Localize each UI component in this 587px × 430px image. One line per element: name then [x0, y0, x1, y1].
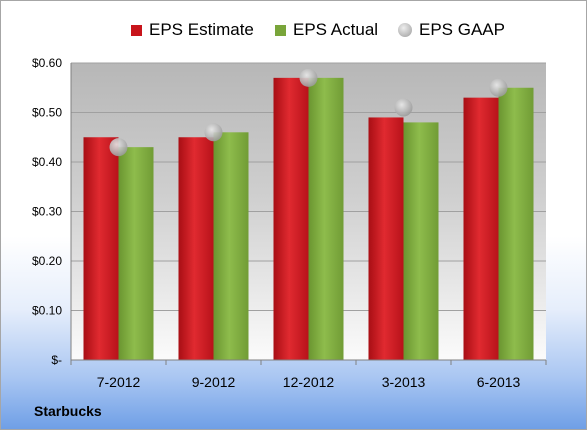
bar-eps-estimate [273, 77, 309, 360]
legend-swatch-eps-estimate [131, 24, 142, 36]
legend-label-eps-actual: EPS Actual [293, 20, 379, 39]
y-tick-label: $0.50 [32, 106, 62, 120]
legend-label-eps-estimate: EPS Estimate [149, 20, 254, 39]
y-tick-label: $0.60 [32, 56, 62, 70]
bar-eps-actual [498, 87, 534, 360]
bar-eps-estimate [178, 137, 214, 360]
marker-eps-gaap [394, 98, 413, 117]
legend-item-eps-gaap: EPS GAAP [398, 18, 505, 42]
x-tick-label: 12-2012 [283, 374, 335, 390]
bar-eps-actual [308, 77, 344, 360]
y-tick-label: $0.10 [32, 304, 62, 318]
marker-eps-gaap [109, 138, 128, 157]
marker-eps-gaap [299, 68, 318, 87]
y-tick-label: $- [51, 353, 62, 367]
x-tick-label: 9-2012 [192, 374, 236, 390]
y-tick-label: $0.40 [32, 155, 62, 169]
y-tick-label: $0.20 [32, 254, 62, 268]
gaap-markers [109, 68, 508, 157]
legend-swatch-eps-actual [275, 24, 286, 36]
legend: EPS Estimate EPS Actual EPS GAAP [1, 18, 586, 42]
bars [83, 77, 534, 361]
bar-eps-actual [213, 132, 249, 360]
marker-eps-gaap [489, 78, 508, 97]
legend-item-eps-estimate: EPS Estimate [131, 18, 254, 42]
company-label: Starbucks [34, 403, 102, 419]
bar-eps-estimate [368, 117, 404, 360]
marker-eps-gaap [204, 123, 223, 142]
x-tick-label: 6-2013 [477, 374, 521, 390]
bar-eps-estimate [83, 137, 119, 360]
legend-item-eps-actual: EPS Actual [275, 18, 378, 42]
legend-swatch-eps-gaap [398, 23, 412, 37]
x-tick-label: 3-2013 [382, 374, 426, 390]
bar-eps-estimate [463, 97, 499, 361]
bar-eps-actual [118, 147, 154, 360]
bar-eps-actual [403, 122, 439, 361]
axes: $- $0.10 $0.20 $0.30 $0.40 $0.50 $0.60 7-2012 9-… [32, 56, 547, 390]
legend-label-eps-gaap: EPS GAAP [419, 20, 505, 39]
y-tick-label: $0.30 [32, 205, 62, 219]
x-tick-label: 7-2012 [97, 374, 141, 390]
